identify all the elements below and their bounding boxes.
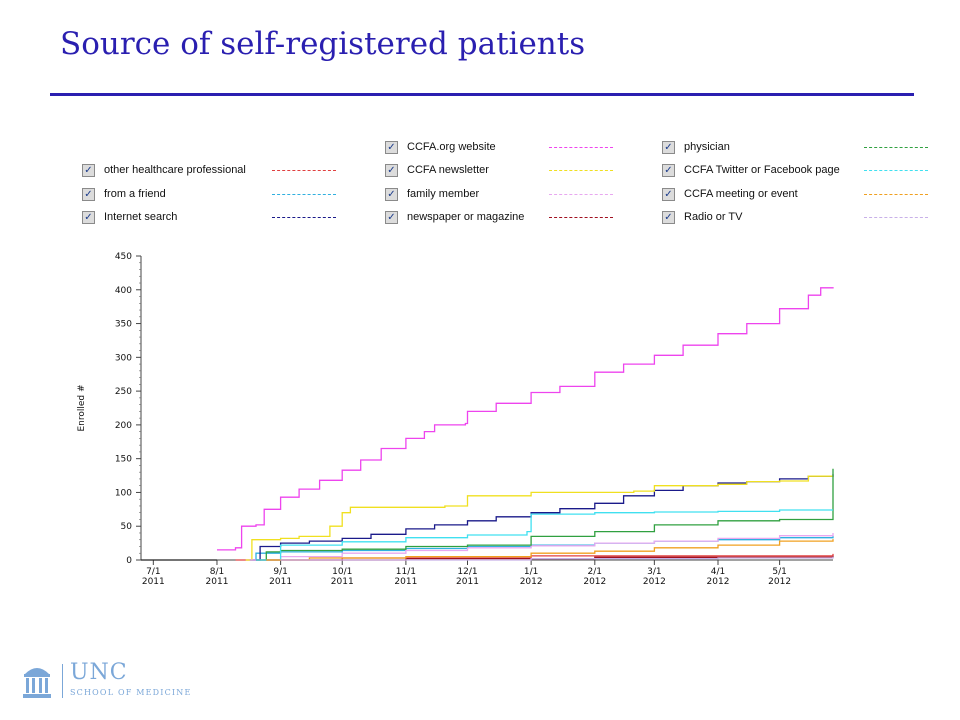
x-tick-label: 3/1 (647, 567, 661, 577)
logo-divider (62, 664, 63, 698)
y-tick-label: 100 (115, 488, 132, 498)
x-tick-label: 10/1 (332, 567, 352, 577)
legend-label: CCFA meeting or event (684, 188, 798, 200)
title-divider (50, 93, 914, 96)
slide-title: Source of self-registered patients (60, 26, 586, 62)
y-tick-label: 400 (115, 286, 132, 296)
legend-label: other healthcare professional (104, 164, 246, 176)
legend-swatch-other-healthcare-professional (272, 170, 336, 171)
legend-label: from a friend (104, 188, 166, 200)
logo-wordmark: UNC (70, 660, 128, 685)
x-tick-label: 1/1 (524, 567, 538, 577)
legend-label: Radio or TV (684, 211, 743, 223)
legend-item-ccfa-meeting-or-event[interactable]: ✓ CCFA meeting or event (662, 186, 798, 202)
y-tick-label: 250 (115, 387, 132, 397)
y-tick-label: 0 (126, 556, 132, 566)
y-tick-label: 300 (115, 353, 132, 363)
y-axis-title: Enrolled # (77, 384, 87, 431)
legend-checkbox[interactable]: ✓ (662, 140, 675, 154)
legend-item-ccfa-org-website[interactable]: ✓ CCFA.org website (385, 139, 496, 155)
legend-swatch-newspaper-or-magazine (549, 217, 613, 218)
x-tick-label: 7/1 (146, 567, 160, 577)
legend-checkbox[interactable]: ✓ (385, 140, 398, 154)
x-tick-year-label: 2012 (768, 577, 791, 587)
series-line-radio-or-tv (280, 556, 834, 561)
legend-swatch-ccfa-twitter-or-facebook-page (864, 170, 928, 171)
legend-item-from-a-friend[interactable]: ✓ from a friend (82, 186, 166, 202)
legend-item-radio-or-tv[interactable]: ✓ Radio or TV (662, 209, 743, 225)
legend-swatch-internet-search (272, 217, 336, 218)
x-tick-year-label: 2011 (142, 577, 165, 587)
x-tick-year-label: 2011 (269, 577, 292, 587)
x-tick-label: 9/1 (273, 567, 287, 577)
legend-item-internet-search[interactable]: ✓ Internet search (82, 209, 177, 225)
series-line-internet-search (249, 474, 834, 561)
legend-swatch-from-a-friend (272, 194, 336, 195)
x-tick-year-label: 2011 (331, 577, 354, 587)
x-tick-label: 11/1 (396, 567, 416, 577)
x-tick-year-label: 2012 (520, 577, 543, 587)
x-tick-label: 2/1 (588, 567, 602, 577)
x-tick-label: 12/1 (457, 567, 477, 577)
y-tick-label: 200 (115, 421, 132, 431)
x-tick-year-label: 2012 (583, 577, 606, 587)
legend-checkbox[interactable]: ✓ (385, 210, 398, 224)
legend-label: CCFA Twitter or Facebook page (684, 164, 840, 176)
unc-logo: UNC SCHOOL OF MEDICINE (22, 660, 190, 704)
legend-label: Internet search (104, 211, 178, 223)
series-line-ccfa-org-website (217, 287, 834, 551)
legend-checkbox[interactable]: ✓ (662, 163, 675, 177)
legend-swatch-family-member (549, 194, 613, 195)
series-line-ccfa-twitter-or-facebook-page (256, 509, 833, 561)
legend-label: CCFA newsletter (407, 164, 489, 176)
x-tick-label: 8/1 (210, 567, 224, 577)
legend-swatch-ccfa-meeting-or-event (864, 194, 928, 195)
x-tick-label: 4/1 (711, 567, 725, 577)
legend-swatch-physician (864, 147, 928, 148)
x-tick-year-label: 2011 (394, 577, 417, 587)
legend-item-other-healthcare-professional[interactable]: ✓ other healthcare professional (82, 162, 246, 178)
legend-label: family member (407, 188, 480, 200)
legend-checkbox[interactable]: ✓ (82, 210, 95, 224)
legend-checkbox[interactable]: ✓ (82, 187, 95, 201)
legend-item-family-member[interactable]: ✓ family member (385, 186, 479, 202)
legend-checkbox[interactable]: ✓ (385, 163, 398, 177)
legend-checkbox[interactable]: ✓ (385, 187, 398, 201)
x-tick-year-label: 2012 (643, 577, 666, 587)
y-tick-label: 150 (115, 455, 132, 465)
series-line-ccfa-meeting-or-event (266, 539, 834, 561)
y-tick-label: 50 (121, 522, 133, 532)
y-tick-label: 450 (115, 252, 132, 262)
x-tick-year-label: 2011 (206, 577, 229, 587)
logo-subtitle: SCHOOL OF MEDICINE (70, 688, 192, 697)
series-line-family-member (249, 533, 834, 561)
x-tick-year-label: 2011 (456, 577, 479, 587)
old-well-icon (23, 668, 51, 698)
legend-checkbox[interactable]: ✓ (662, 210, 675, 224)
legend-swatch-radio-or-tv (864, 217, 928, 218)
series-line-ccfa-newsletter (245, 475, 833, 561)
x-tick-year-label: 2012 (707, 577, 730, 587)
legend-checkbox[interactable]: ✓ (82, 163, 95, 177)
x-tick-label: 5/1 (772, 567, 786, 577)
legend-item-newspaper-or-magazine[interactable]: ✓ newspaper or magazine (385, 209, 524, 225)
legend-item-ccfa-newsletter[interactable]: ✓ CCFA newsletter (385, 162, 489, 178)
legend-swatch-ccfa-newsletter (549, 170, 613, 171)
legend-checkbox[interactable]: ✓ (662, 187, 675, 201)
legend-label: newspaper or magazine (407, 211, 525, 223)
legend-item-ccfa-twitter-or-facebook-page[interactable]: ✓ CCFA Twitter or Facebook page (662, 162, 840, 178)
legend-item-physician[interactable]: ✓ physician (662, 139, 730, 155)
legend-label: CCFA.org website (407, 141, 496, 153)
y-tick-label: 350 (115, 320, 132, 330)
legend-swatch-ccfa-org-website (549, 147, 613, 148)
legend-label: physician (684, 141, 730, 153)
